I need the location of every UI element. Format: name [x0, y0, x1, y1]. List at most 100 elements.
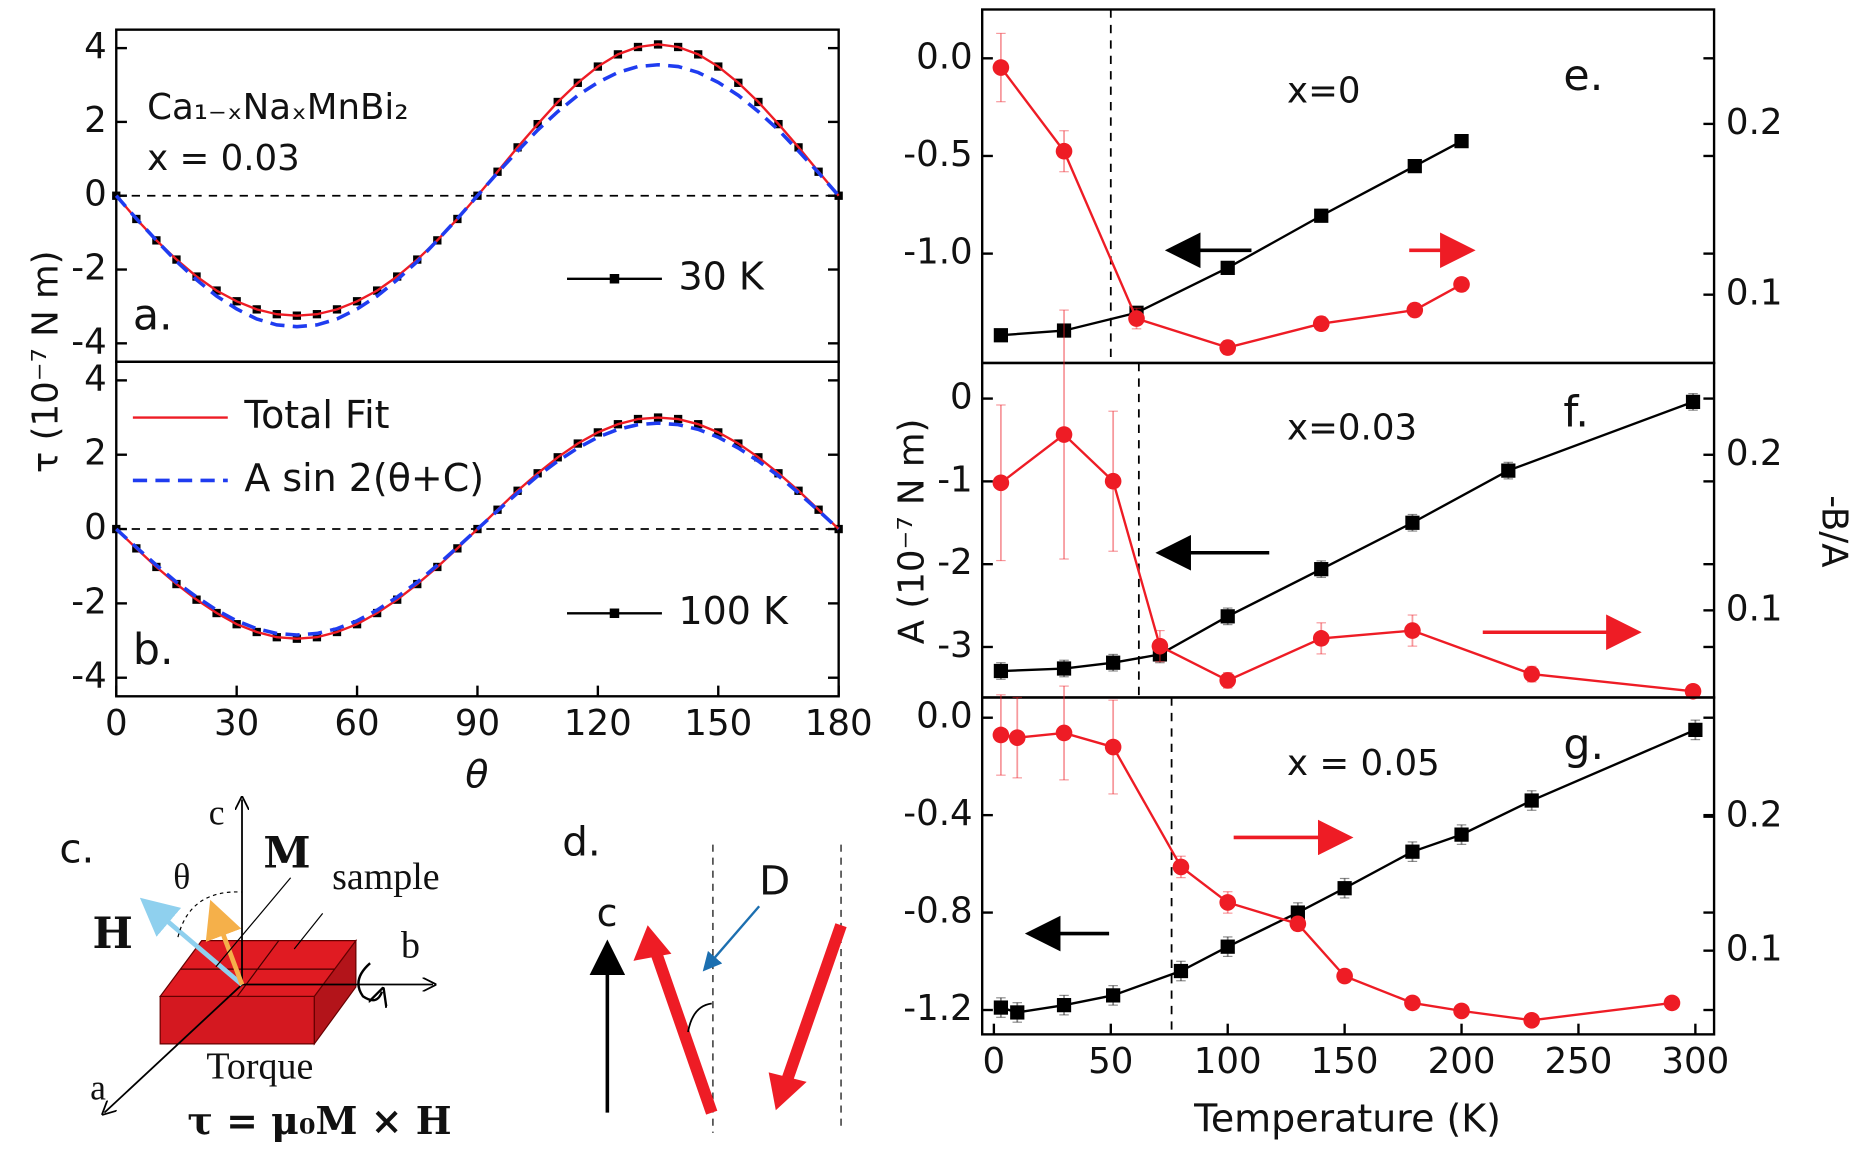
panel: 0.0 -0.5 -1.0 0.1 0.2 e. x=0	[903, 8, 1783, 365]
x-tick-label: 90	[455, 703, 500, 744]
marker	[1404, 994, 1421, 1012]
marker	[1289, 915, 1307, 933]
marker	[1219, 672, 1237, 689]
block-line	[236, 940, 280, 997]
x-axis-label: Temperature (K)	[1193, 1096, 1501, 1140]
marker	[1688, 722, 1703, 737]
x-tick-label: 60	[334, 703, 379, 744]
legend-label: Total Fit	[243, 393, 389, 437]
marker	[1219, 339, 1237, 356]
marker	[1219, 894, 1237, 911]
marker	[992, 474, 1010, 492]
legend-label: 100 K	[679, 589, 789, 633]
diagram-label: b	[401, 925, 420, 967]
marker	[1684, 682, 1702, 700]
x-tick-label: 0	[105, 703, 128, 744]
marker	[1336, 967, 1353, 985]
panel: -4 -2 0 2 4 0 30 60 90 120 150 180 100 K Total Fit A s…	[71, 358, 872, 796]
marker	[1173, 963, 1189, 979]
marker	[1523, 665, 1540, 683]
y-tick-label: -3	[937, 625, 972, 666]
annotation: x=0.03	[1287, 407, 1417, 448]
series-line	[1000, 728, 1696, 1014]
marker	[1220, 939, 1235, 954]
rotation	[357, 962, 382, 1000]
marker	[1128, 310, 1145, 327]
marker	[992, 726, 1010, 744]
marker	[1106, 655, 1121, 670]
x-tick-label: 150	[1311, 1041, 1379, 1082]
marker	[1314, 208, 1329, 223]
y-tick-label: -2	[937, 542, 972, 583]
y2-tick-label: 0.2	[1726, 433, 1783, 474]
annotation: x=0	[1287, 71, 1361, 112]
marker	[1312, 315, 1330, 333]
diagram-label: D	[759, 858, 790, 905]
marker	[993, 1000, 1009, 1015]
annotation: x = 0.03	[147, 138, 300, 179]
y-tick-label: 2	[84, 100, 107, 141]
x-tick-label: 0	[983, 1041, 1006, 1082]
y-tick-label: -2	[71, 581, 106, 622]
diagram-label: d.	[562, 819, 600, 866]
marker	[1314, 562, 1329, 577]
x-tick-label: 300	[1661, 1041, 1729, 1082]
marker	[1104, 738, 1122, 756]
leader	[293, 913, 324, 950]
marker	[1453, 1002, 1470, 1020]
panel: 0.0 -0.4 -0.8 -1.2 0.1 0.2 0 50 100 150 200 250 300 g…	[903, 685, 1783, 1140]
plot-frame	[981, 696, 1716, 1036]
marker	[993, 663, 1009, 679]
diagram-label: c.	[59, 826, 94, 873]
marker	[1454, 134, 1469, 149]
angle-arc	[177, 891, 243, 938]
red-arrow	[649, 947, 718, 1115]
x-tick-label: 250	[1544, 1041, 1612, 1082]
marker	[1220, 609, 1235, 624]
series-line	[999, 66, 1463, 349]
marker	[1501, 463, 1516, 478]
x-axis-label: θ	[465, 752, 488, 796]
marker	[1337, 881, 1352, 896]
legend-marker	[609, 274, 620, 284]
y-tick-label: -2	[71, 248, 106, 289]
diagram-label: Torque	[206, 1046, 313, 1088]
marker	[1524, 793, 1539, 808]
marker	[1106, 988, 1121, 1003]
marker	[1172, 858, 1190, 876]
legend-label: A sin 2(θ+C)	[244, 456, 484, 500]
marker	[1008, 729, 1026, 746]
a-axis	[104, 983, 243, 1113]
marker	[1010, 1005, 1025, 1020]
series-line	[114, 62, 841, 329]
legend-label: 30 K	[679, 254, 765, 298]
diagram-label: sample	[332, 856, 439, 898]
y-tick-label: 0.0	[916, 696, 973, 737]
y-tick-label: -0.8	[903, 891, 972, 932]
y2-tick-label: 0.1	[1726, 588, 1783, 629]
marker	[1404, 622, 1421, 639]
marker	[1104, 472, 1122, 490]
series-line	[1000, 140, 1463, 337]
diagram-label: c	[597, 891, 618, 935]
y-axis-label: τ (10⁻⁷ N m)	[25, 250, 66, 473]
annotation: Ca₁₋ₓNaₓMnBi₂	[147, 87, 409, 128]
marker	[1523, 1011, 1540, 1029]
marker	[1406, 301, 1424, 319]
panel: 0 -1 -2 -3 0.1 0.2 f. x=0.03 A (10⁻⁷ N m) -B/A	[891, 309, 1855, 700]
panel-label: a.	[133, 290, 173, 340]
marker	[993, 328, 1009, 343]
diagram-label: M	[263, 828, 310, 878]
panel-label: g.	[1563, 720, 1604, 770]
m-vector	[205, 899, 245, 986]
red-arrow	[780, 923, 847, 1084]
y2-tick-label: 0.2	[1726, 795, 1783, 836]
x-tick-label: 200	[1428, 1041, 1496, 1082]
legend-marker	[609, 608, 620, 619]
marker	[1055, 426, 1073, 443]
marker	[1056, 661, 1072, 676]
marker	[1405, 515, 1420, 530]
marker	[1312, 630, 1330, 647]
y-tick-label: 0	[84, 174, 107, 215]
y-tick-label: -0.4	[903, 793, 972, 834]
